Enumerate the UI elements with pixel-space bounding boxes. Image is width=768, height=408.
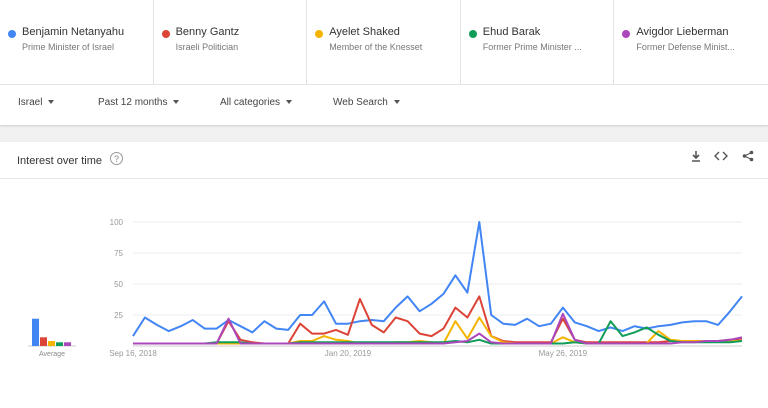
download-icon[interactable]	[688, 150, 704, 166]
time-range-label: Past 12 months	[98, 97, 168, 108]
average-label: Average	[39, 351, 65, 358]
y-tick-label: 50	[114, 280, 123, 289]
term-chip-0[interactable]: Benjamin Netanyahu Prime Minister of Isr…	[0, 0, 154, 85]
share-icon[interactable]	[740, 150, 756, 166]
series-color-dot	[161, 30, 170, 38]
series-line-0	[132, 221, 743, 337]
term-chip-3[interactable]: Ehud Barak Former Prime Minister ...	[461, 0, 615, 85]
term-subtitle: Former Defense Minist...	[636, 42, 735, 52]
y-tick-label: 25	[114, 311, 123, 320]
average-bar-3	[56, 342, 63, 346]
category-dropdown[interactable]: All categories	[220, 97, 293, 108]
term-subtitle: Prime Minister of Israel	[22, 42, 115, 52]
average-bar-1	[40, 337, 47, 346]
term-chip-2[interactable]: Ayelet Shaked Member of the Knesset	[307, 0, 461, 85]
chevron-down-icon	[48, 100, 55, 105]
series-line-3	[133, 320, 743, 345]
search-type-dropdown[interactable]: Web Search	[333, 97, 400, 108]
term-subtitle: Member of the Knesset	[329, 42, 423, 52]
x-tick-label: May 26, 2019	[539, 349, 588, 358]
series-color-dot	[468, 30, 477, 38]
region-dropdown[interactable]: Israel	[18, 97, 55, 108]
interest-over-time-card: Interest over time ?	[0, 142, 768, 408]
card-title: Interest over time	[17, 155, 102, 167]
interest-chart: 25 50 75 100 Sep 16, 2018 Jan 20, 2019 May 26,…	[28, 218, 743, 358]
average-bar-4	[64, 342, 71, 346]
embed-icon[interactable]	[713, 150, 729, 166]
search-type-label: Web Search	[333, 97, 388, 108]
average-bar-2	[48, 341, 55, 346]
filters-bar: Israel Past 12 months All categories Web…	[0, 85, 768, 125]
x-tick-label: Jan 20, 2019	[325, 349, 372, 358]
y-tick-label: 100	[110, 218, 124, 227]
series-line-1	[133, 295, 743, 345]
term-subtitle: Former Prime Minister ...	[482, 42, 582, 52]
help-icon[interactable]: ?	[110, 152, 123, 165]
series-color-dot	[622, 30, 631, 38]
term-name: Avigdor Lieberman	[636, 26, 729, 38]
y-tick-label: 75	[114, 249, 123, 258]
category-label: All categories	[220, 97, 281, 108]
x-tick-label: Sep 16, 2018	[109, 349, 157, 358]
term-subtitle: Israeli Politician	[175, 42, 239, 52]
time-range-dropdown[interactable]: Past 12 months	[98, 97, 180, 108]
chevron-down-icon	[393, 100, 400, 105]
term-chip-1[interactable]: Benny Gantz Israeli Politician	[154, 0, 308, 85]
search-terms-bar: Benjamin Netanyahu Prime Minister of Isr…	[0, 0, 768, 85]
series-line-4	[133, 312, 743, 345]
term-name: Benjamin Netanyahu	[22, 26, 125, 38]
chevron-down-icon	[173, 100, 180, 105]
series-color-dot	[315, 30, 324, 38]
chevron-down-icon	[286, 100, 293, 105]
card-divider	[0, 178, 768, 179]
term-name: Ehud Barak	[482, 26, 541, 38]
average-bar-0	[32, 318, 39, 346]
series-color-dot	[8, 30, 16, 38]
term-name: Benny Gantz	[175, 26, 240, 38]
region-label: Israel	[18, 97, 43, 108]
term-chip-4[interactable]: Avigdor Lieberman Former Defense Minist.…	[614, 0, 768, 85]
term-name: Ayelet Shaked	[329, 26, 400, 38]
